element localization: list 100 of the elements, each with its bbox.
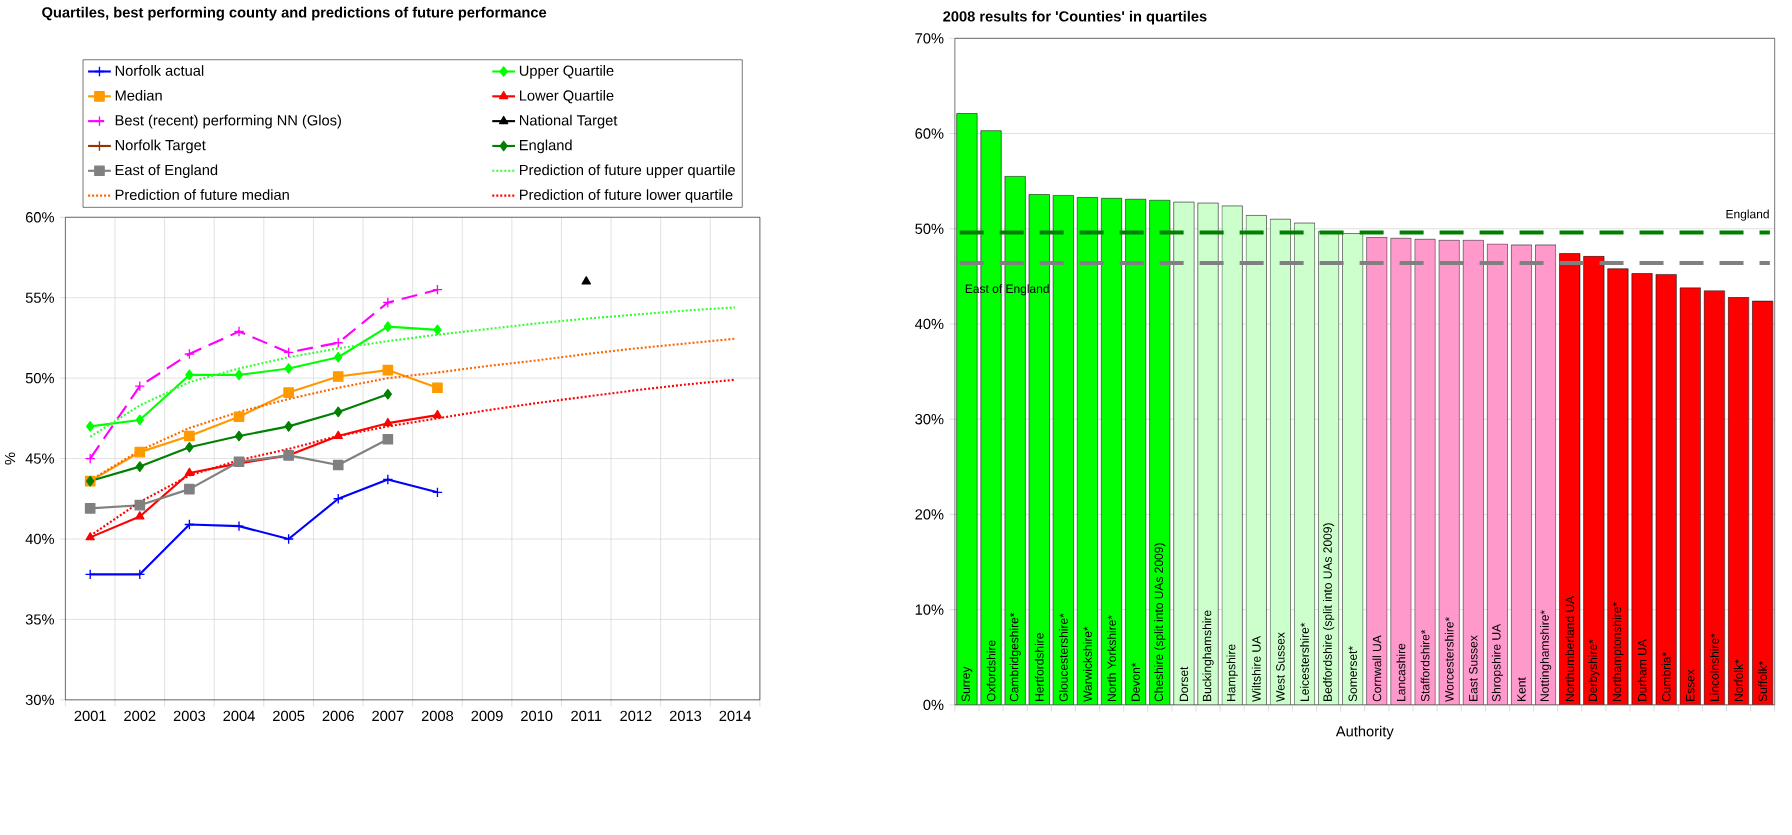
y-tick-label: 60%	[915, 128, 944, 139]
x-tick-label: Hertfordshire	[1034, 633, 1044, 702]
x-tick-label: 2010	[521, 710, 553, 722]
x-tick-label: Lincolnshire*	[1710, 633, 1719, 702]
x-tick-label: Dorset	[1179, 666, 1189, 702]
bar	[1221, 205, 1243, 705]
point	[184, 348, 195, 360]
point	[284, 363, 293, 374]
x-tick-label: 2005	[273, 710, 305, 722]
legend-label: Prediction of future median	[115, 189, 289, 201]
x-tick-label: 2012	[620, 710, 652, 722]
point	[134, 499, 146, 511]
y-tick-label: 20%	[915, 509, 944, 520]
legend-label: England	[519, 139, 572, 154]
bar	[1342, 233, 1364, 705]
point	[134, 446, 146, 458]
x-tick-label: Northumberland UA	[1565, 596, 1575, 702]
y-tick-label: 40%	[25, 533, 54, 545]
x-tick-label: 2011	[571, 710, 602, 722]
point	[233, 411, 245, 423]
point	[581, 276, 591, 285]
y-tick-label: 30%	[915, 414, 944, 425]
x-tick-label: 2001	[74, 710, 106, 722]
x-tick-label: 2006	[322, 710, 354, 722]
legend-label: Prediction of future lower quartile	[519, 189, 733, 203]
point	[332, 337, 344, 349]
x-tick-label: Oxfordshire	[986, 640, 996, 702]
x-tick-label: Essex	[1686, 669, 1695, 702]
x-tick-label: Staffordshire*	[1420, 629, 1430, 702]
y-tick-label: 60%	[25, 212, 54, 223]
x-tick-label: Shropshire UA	[1491, 624, 1503, 702]
x-tick-label: Lancashire	[1396, 643, 1406, 702]
point	[334, 351, 343, 363]
ref-line-label: England	[1726, 209, 1769, 221]
x-tick-label: Cheshire (split into UAs 2009)	[1154, 543, 1166, 702]
x-tick-label: 2014	[719, 710, 751, 722]
x-tick-label: 2008	[421, 710, 454, 722]
x-tick-label: 2004	[223, 710, 255, 722]
y-tick-label: 50%	[915, 223, 944, 235]
x-tick-label: Durham UA	[1637, 639, 1647, 702]
legend-label: Best (recent) performing NN (Glos)	[115, 114, 341, 129]
point	[184, 430, 195, 442]
x-tick-label: Cambridgeshire*	[1009, 612, 1021, 702]
x-tick-label: Wiltshire UA	[1251, 636, 1261, 702]
x-tick-label: Buckinghamshire	[1202, 610, 1214, 702]
bar	[1293, 222, 1316, 705]
point	[332, 371, 344, 382]
point	[84, 569, 96, 580]
point	[135, 511, 145, 520]
point	[135, 414, 144, 426]
y-tick-label: 40%	[915, 318, 944, 330]
x-tick-label: Bedfordshire (split into UAs 2009)	[1323, 523, 1335, 702]
x-tick-label: Surrey	[961, 666, 973, 702]
x-tick-label: Leicestershire*	[1300, 622, 1309, 702]
point	[85, 532, 95, 541]
point	[334, 406, 343, 418]
point	[432, 284, 443, 296]
y-tick-label: 45%	[25, 453, 54, 464]
legend-label: Prediction of future upper quartile	[519, 164, 735, 179]
point	[383, 388, 393, 400]
y-tick-label: 0%	[923, 699, 944, 711]
x-tick-label: Cumbria*	[1661, 652, 1671, 702]
point	[184, 519, 195, 530]
x-tick-label: West Sussex	[1276, 632, 1285, 702]
bar	[1462, 240, 1484, 705]
bar	[1438, 240, 1460, 705]
bar	[1486, 243, 1508, 705]
point	[283, 387, 294, 399]
x-tick-label: 2002	[124, 710, 156, 722]
x-tick-label: Kent	[1517, 677, 1526, 702]
y-tick-label: 55%	[25, 292, 54, 303]
point	[185, 442, 194, 453]
point	[84, 453, 96, 464]
point	[383, 321, 393, 333]
chart-title: 2008 results for 'Counties' in quartiles	[943, 10, 1207, 25]
legend-label: Norfolk actual	[115, 65, 204, 76]
point	[283, 533, 294, 545]
point	[382, 474, 394, 485]
y-tick-label: 30%	[25, 694, 54, 706]
bar	[1366, 237, 1388, 705]
point	[332, 459, 344, 471]
x-tick-label: East Sussex	[1469, 635, 1478, 702]
x-tick-label: Nottinghamshire*	[1540, 610, 1552, 702]
point	[383, 417, 393, 427]
x-tick-label: 2009	[471, 710, 503, 722]
x-tick-label: Cornwall UA	[1372, 635, 1382, 702]
point	[84, 503, 96, 514]
y-tick-label: 50%	[25, 373, 54, 384]
point	[332, 493, 344, 505]
point	[86, 421, 95, 432]
x-tick-label: Gloucestershire*	[1058, 613, 1068, 702]
point	[382, 297, 394, 308]
point	[185, 369, 194, 381]
point	[284, 421, 293, 432]
y-tick-label: 10%	[915, 604, 944, 615]
x-tick-label: Suffolk*	[1758, 661, 1768, 702]
point	[184, 467, 195, 477]
point	[135, 461, 144, 473]
x-axis-title: Authority	[1335, 725, 1394, 740]
chart-title: Quartiles, best performing county and predictions of future performance	[42, 6, 547, 21]
